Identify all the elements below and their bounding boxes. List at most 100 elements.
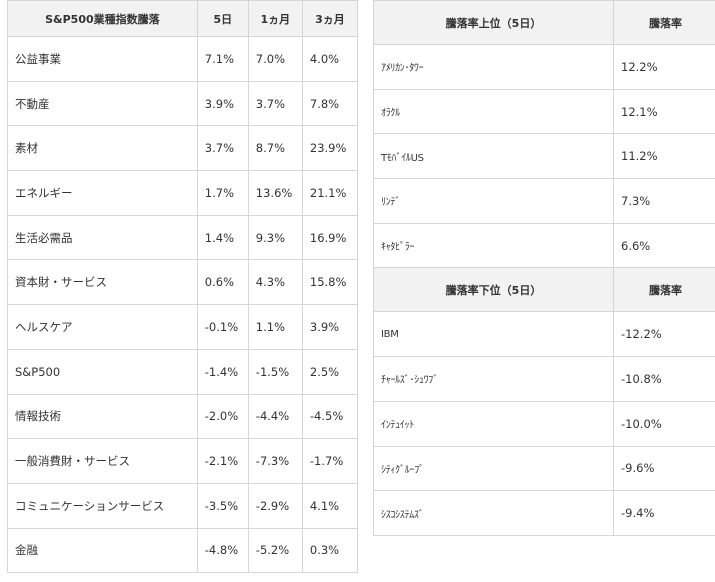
bottom-header-rate: 騰落率 — [613, 267, 715, 313]
sector-3m-cell: -1.7% — [301, 438, 359, 484]
sector-1m-cell: 3.7% — [247, 80, 303, 127]
sector-5d-cell: 0.6% — [196, 259, 249, 306]
table-row: IBM -12.2% — [373, 311, 715, 358]
table-row: エネルギー 1.7% 13.6% 21.1% — [7, 170, 359, 216]
sector-5d-cell: -1.4% — [196, 348, 249, 395]
sector-3m-cell: 2.5% — [301, 348, 359, 395]
table-row: ｵﾗｸﾙ 12.1% — [373, 88, 715, 135]
sector-1m-cell: 8.7% — [247, 125, 303, 172]
sector-name-cell: 不動産 — [7, 80, 198, 127]
sector-5d-cell: -3.5% — [196, 482, 249, 529]
table-row: 素材 3.7% 8.7% 23.9% — [7, 125, 359, 172]
table-row: ｼﾃｨｸﾞﾙｰﾌﾟ -9.6% — [373, 445, 715, 492]
sector-1m-cell: -4.4% — [247, 393, 303, 440]
table-row: 生活必需品 1.4% 9.3% 16.9% — [7, 214, 359, 261]
sector-3m-cell: 3.9% — [301, 304, 359, 350]
sector-3m-cell: 23.9% — [301, 125, 359, 172]
table-row: ｲﾝﾃｭｲｯﾄ -10.0% — [373, 400, 715, 447]
table-row: ﾁｬｰﾙｽﾞ･ｼｭﾜﾌﾞ -10.8% — [373, 356, 715, 402]
top-rate-cell: 11.2% — [613, 133, 715, 180]
sector-3m-cell: 0.3% — [301, 527, 359, 574]
table-row: S&P500 -1.4% -1.5% 2.5% — [7, 348, 359, 395]
sector-3m-cell: 15.8% — [301, 259, 359, 306]
sector-3m-cell: -4.5% — [301, 393, 359, 440]
table-row: 公益事業 7.1% 7.0% 4.0% — [7, 36, 359, 82]
sector-3m-cell: 4.0% — [301, 36, 359, 82]
top-rate-cell: 12.1% — [613, 88, 715, 135]
sector-name-cell: 資本財・サービス — [7, 259, 198, 306]
bottom-company-cell: ｼﾃｨｸﾞﾙｰﾌﾟ — [373, 445, 614, 492]
bottom-company-cell: ｼｽｺｼｽﾃﾑｽﾞ — [373, 490, 614, 536]
sector-1m-cell: 4.3% — [247, 259, 303, 306]
top-company-cell: ｱﾒﾘｶﾝ･ﾀﾜｰ — [373, 44, 614, 90]
table-row: 不動産 3.9% 3.7% 7.8% — [7, 80, 359, 127]
top-rate-cell: 12.2% — [613, 44, 715, 90]
sector-3m-cell: 16.9% — [301, 214, 359, 261]
table-row: 資本財・サービス 0.6% 4.3% 15.8% — [7, 259, 359, 306]
bottom-rate-cell: -10.0% — [613, 400, 715, 447]
sector-1m-cell: 7.0% — [247, 36, 303, 82]
sector-5d-cell: 1.4% — [196, 214, 249, 261]
table-row: コミュニケーションサービス -3.5% -2.9% 4.1% — [7, 482, 359, 529]
sector-name-cell: S&P500 — [7, 348, 198, 395]
top-company-cell: TﾓﾊﾞｲﾙUS — [373, 133, 614, 180]
top-header-row: 騰落率上位（5日） 騰落率 — [373, 0, 715, 45]
table-row: ヘルスケア -0.1% 1.1% 3.9% — [7, 304, 359, 350]
bottom-rate-cell: -12.2% — [613, 311, 715, 358]
sector-1m-cell: 13.6% — [247, 170, 303, 216]
sector-5d-cell: -4.8% — [196, 527, 249, 574]
table-row: TﾓﾊﾞｲﾙUS 11.2% — [373, 133, 715, 180]
top-header-rate: 騰落率 — [613, 0, 715, 45]
sector-name-cell: 金融 — [7, 527, 198, 574]
bottom-company-cell: ﾁｬｰﾙｽﾞ･ｼｭﾜﾌﾞ — [373, 356, 614, 402]
sector-name-cell: 素材 — [7, 125, 198, 172]
table-row: 情報技術 -2.0% -4.4% -4.5% — [7, 393, 359, 440]
sector-3m-cell: 4.1% — [301, 482, 359, 529]
top-rate-cell: 7.3% — [613, 178, 715, 224]
sector-5d-cell: -2.1% — [196, 438, 249, 484]
table-row: ｷｬﾀﾋﾟﾗｰ 6.6% — [373, 222, 715, 269]
sector-name-cell: 公益事業 — [7, 36, 198, 82]
table-row: 一般消費財・サービス -2.1% -7.3% -1.7% — [7, 438, 359, 484]
sector-header-row: S&P500業種指数騰落 5日 1ヵ月 3ヵ月 — [7, 0, 359, 37]
sector-1m-cell: -7.3% — [247, 438, 303, 484]
bottom-company-cell: IBM — [373, 311, 614, 358]
sector-name-cell: 生活必需品 — [7, 214, 198, 261]
bottom-rate-cell: -9.4% — [613, 490, 715, 536]
sector-name-cell: 情報技術 — [7, 393, 198, 440]
bottom-header-name: 騰落率下位（5日） — [373, 267, 614, 313]
sector-index-table: S&P500業種指数騰落 5日 1ヵ月 3ヵ月 公益事業 7.1% 7.0% 4.0%… — [7, 0, 359, 574]
table-row: 金融 -4.8% -5.2% 0.3% — [7, 527, 359, 574]
sector-name-cell: 一般消費財・サービス — [7, 438, 198, 484]
sector-1m-cell: -1.5% — [247, 348, 303, 395]
top-rate-cell: 6.6% — [613, 222, 715, 269]
bottom-company-cell: ｲﾝﾃｭｲｯﾄ — [373, 400, 614, 447]
sector-1m-cell: 1.1% — [247, 304, 303, 350]
top-company-cell: ｷｬﾀﾋﾟﾗｰ — [373, 222, 614, 269]
bottom-header-row: 騰落率下位（5日） 騰落率 — [373, 267, 715, 313]
sector-name-cell: エネルギー — [7, 170, 198, 216]
sector-5d-cell: 3.7% — [196, 125, 249, 172]
movers-table: 騰落率上位（5日） 騰落率 ｱﾒﾘｶﾝ･ﾀﾜｰ 12.2% ｵﾗｸﾙ 12.1% Tﾓﾊ… — [373, 0, 715, 536]
sector-5d-cell: 7.1% — [196, 36, 249, 82]
sector-header-1m: 1ヵ月 — [247, 0, 303, 37]
top-header-name: 騰落率上位（5日） — [373, 0, 614, 45]
sector-5d-cell: -2.0% — [196, 393, 249, 440]
sector-1m-cell: -5.2% — [247, 527, 303, 574]
sector-header-3m: 3ヵ月 — [301, 0, 359, 37]
sector-name-cell: ヘルスケア — [7, 304, 198, 350]
sector-header-name: S&P500業種指数騰落 — [7, 0, 198, 37]
sector-5d-cell: 1.7% — [196, 170, 249, 216]
table-row: ﾘﾝﾃﾞ 7.3% — [373, 178, 715, 224]
sector-3m-cell: 21.1% — [301, 170, 359, 216]
table-row: ｱﾒﾘｶﾝ･ﾀﾜｰ 12.2% — [373, 44, 715, 90]
sector-name-cell: コミュニケーションサービス — [7, 482, 198, 529]
bottom-rate-cell: -10.8% — [613, 356, 715, 402]
bottom-rate-cell: -9.6% — [613, 445, 715, 492]
sector-header-5d: 5日 — [196, 0, 249, 37]
top-company-cell: ｵﾗｸﾙ — [373, 88, 614, 135]
sector-1m-cell: 9.3% — [247, 214, 303, 261]
sector-1m-cell: -2.9% — [247, 482, 303, 529]
top-company-cell: ﾘﾝﾃﾞ — [373, 178, 614, 224]
sector-5d-cell: -0.1% — [196, 304, 249, 350]
